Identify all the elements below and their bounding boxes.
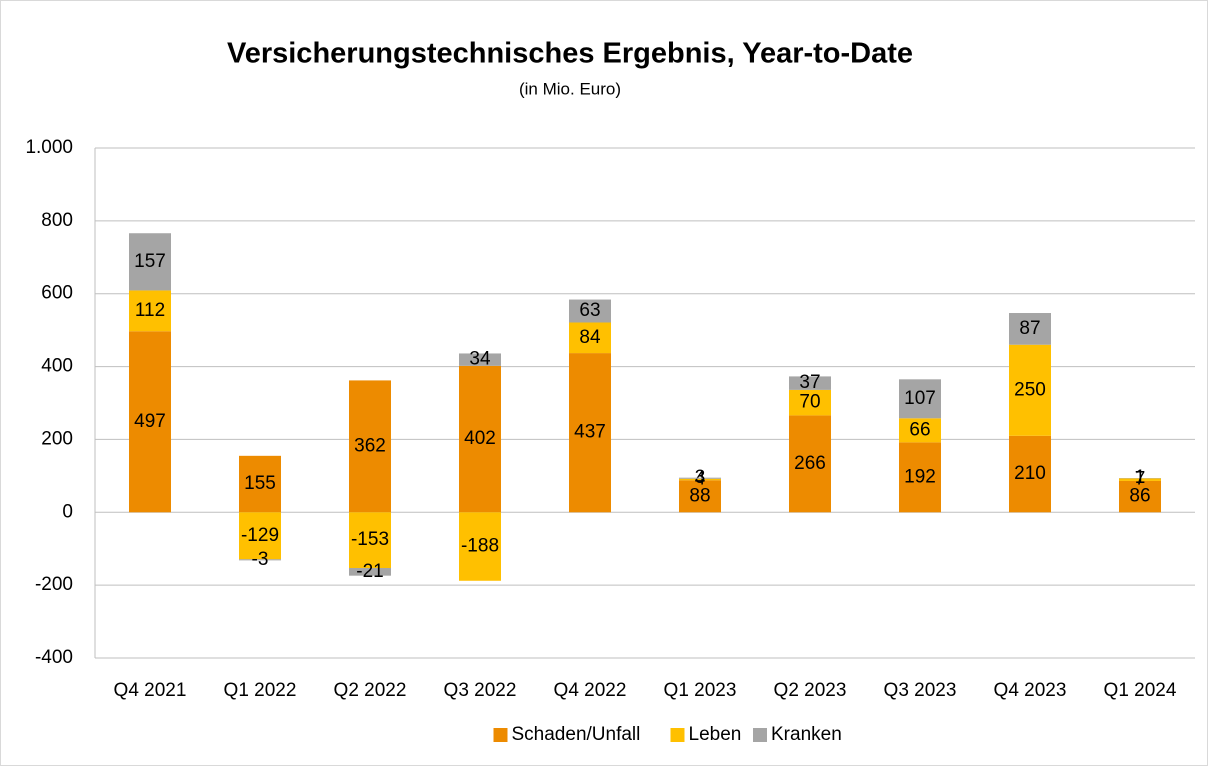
bar-segment	[789, 389, 831, 416]
bar-segment	[459, 353, 501, 366]
legend-swatch	[670, 728, 685, 742]
y-tick-label: -200	[35, 574, 73, 595]
bar-segment	[459, 512, 501, 581]
data-label: -188	[461, 536, 499, 557]
y-tick-label: 400	[41, 356, 73, 377]
y-tick-label: 1.000	[25, 137, 73, 158]
bar-segment	[349, 380, 391, 513]
y-tick-label: 600	[41, 283, 73, 304]
data-label: 210	[1014, 463, 1046, 484]
data-label: 7	[1135, 469, 1146, 490]
data-label: 402	[464, 428, 496, 449]
x-tick-label: Q4 2023	[994, 680, 1067, 701]
legend-label: Leben	[689, 724, 742, 745]
data-label: 88	[689, 485, 710, 506]
data-label: 70	[799, 392, 820, 413]
x-tick-label: Q1 2023	[664, 680, 737, 701]
data-label: 66	[909, 419, 930, 440]
bar-segment	[239, 512, 281, 560]
chart-title: Versicherungstechnisches Ergebnis, Year-…	[227, 38, 913, 70]
x-tick-label: Q1 2024	[1104, 680, 1177, 701]
bar-segment	[239, 455, 281, 513]
y-tick-label: 0	[62, 501, 73, 522]
x-tick-label: Q1 2022	[224, 680, 297, 701]
x-tick-label: Q2 2022	[334, 680, 407, 701]
data-label: 107	[904, 388, 936, 409]
bar-segment	[899, 379, 941, 419]
bar-segment	[899, 418, 941, 443]
bar-segment	[1009, 313, 1051, 345]
chart-subtitle: (in Mio. Euro)	[519, 79, 621, 98]
bar-segment	[1119, 478, 1161, 481]
x-tick-label: Q4 2021	[114, 680, 187, 701]
bar-segment	[349, 568, 391, 576]
bar-segment	[899, 442, 941, 513]
bar-segment	[129, 233, 171, 291]
x-tick-label: Q3 2022	[444, 680, 517, 701]
bar-segment	[349, 512, 391, 569]
bar-segment	[789, 376, 831, 390]
bar-segment	[569, 353, 611, 513]
data-label: 157	[134, 251, 166, 272]
data-label: 497	[134, 411, 166, 432]
data-label: -129	[241, 525, 279, 546]
x-tick-label: Q4 2022	[554, 680, 627, 701]
data-label: 362	[354, 435, 386, 456]
bar-segment	[679, 478, 721, 481]
bar-segment	[1009, 344, 1051, 436]
data-label: -153	[351, 529, 389, 550]
bar-segment	[569, 322, 611, 354]
data-label: 155	[244, 473, 276, 494]
data-label: 192	[904, 466, 936, 487]
y-tick-label: 200	[41, 428, 73, 449]
x-tick-label: Q3 2023	[884, 680, 957, 701]
y-tick-label: -400	[35, 647, 73, 668]
data-label: -3	[252, 549, 269, 570]
bar-segment	[569, 299, 611, 323]
y-tick-label: 800	[41, 210, 73, 231]
data-label: 87	[1019, 318, 1040, 339]
x-tick-label: Q2 2023	[774, 680, 847, 701]
bar-segment	[239, 559, 281, 561]
data-label: -21	[356, 561, 383, 582]
data-label: 84	[579, 327, 601, 348]
data-label: 37	[799, 372, 820, 393]
bar-segment	[129, 331, 171, 513]
legend-label: Schaden/Unfall	[512, 724, 641, 745]
data-label: 4	[695, 469, 706, 490]
legend-label: Kranken	[771, 724, 842, 745]
data-label: 250	[1014, 379, 1046, 400]
data-label: 34	[469, 349, 491, 370]
data-label: 437	[574, 422, 606, 443]
bar-segment	[1009, 435, 1051, 513]
bar-segment	[679, 477, 721, 479]
bar-segment	[459, 365, 501, 513]
legend-swatch	[493, 728, 508, 742]
bar-segment	[1119, 480, 1161, 513]
data-label: 3	[695, 467, 706, 488]
data-label: 1	[1135, 467, 1146, 488]
data-label: 86	[1129, 486, 1150, 507]
legend-swatch	[753, 728, 767, 742]
bar-segment	[129, 290, 171, 332]
data-label: 266	[794, 453, 826, 474]
bar-segment	[679, 480, 721, 513]
data-label: 63	[579, 300, 600, 321]
data-label: 112	[135, 300, 165, 321]
bar-segment	[789, 415, 831, 513]
